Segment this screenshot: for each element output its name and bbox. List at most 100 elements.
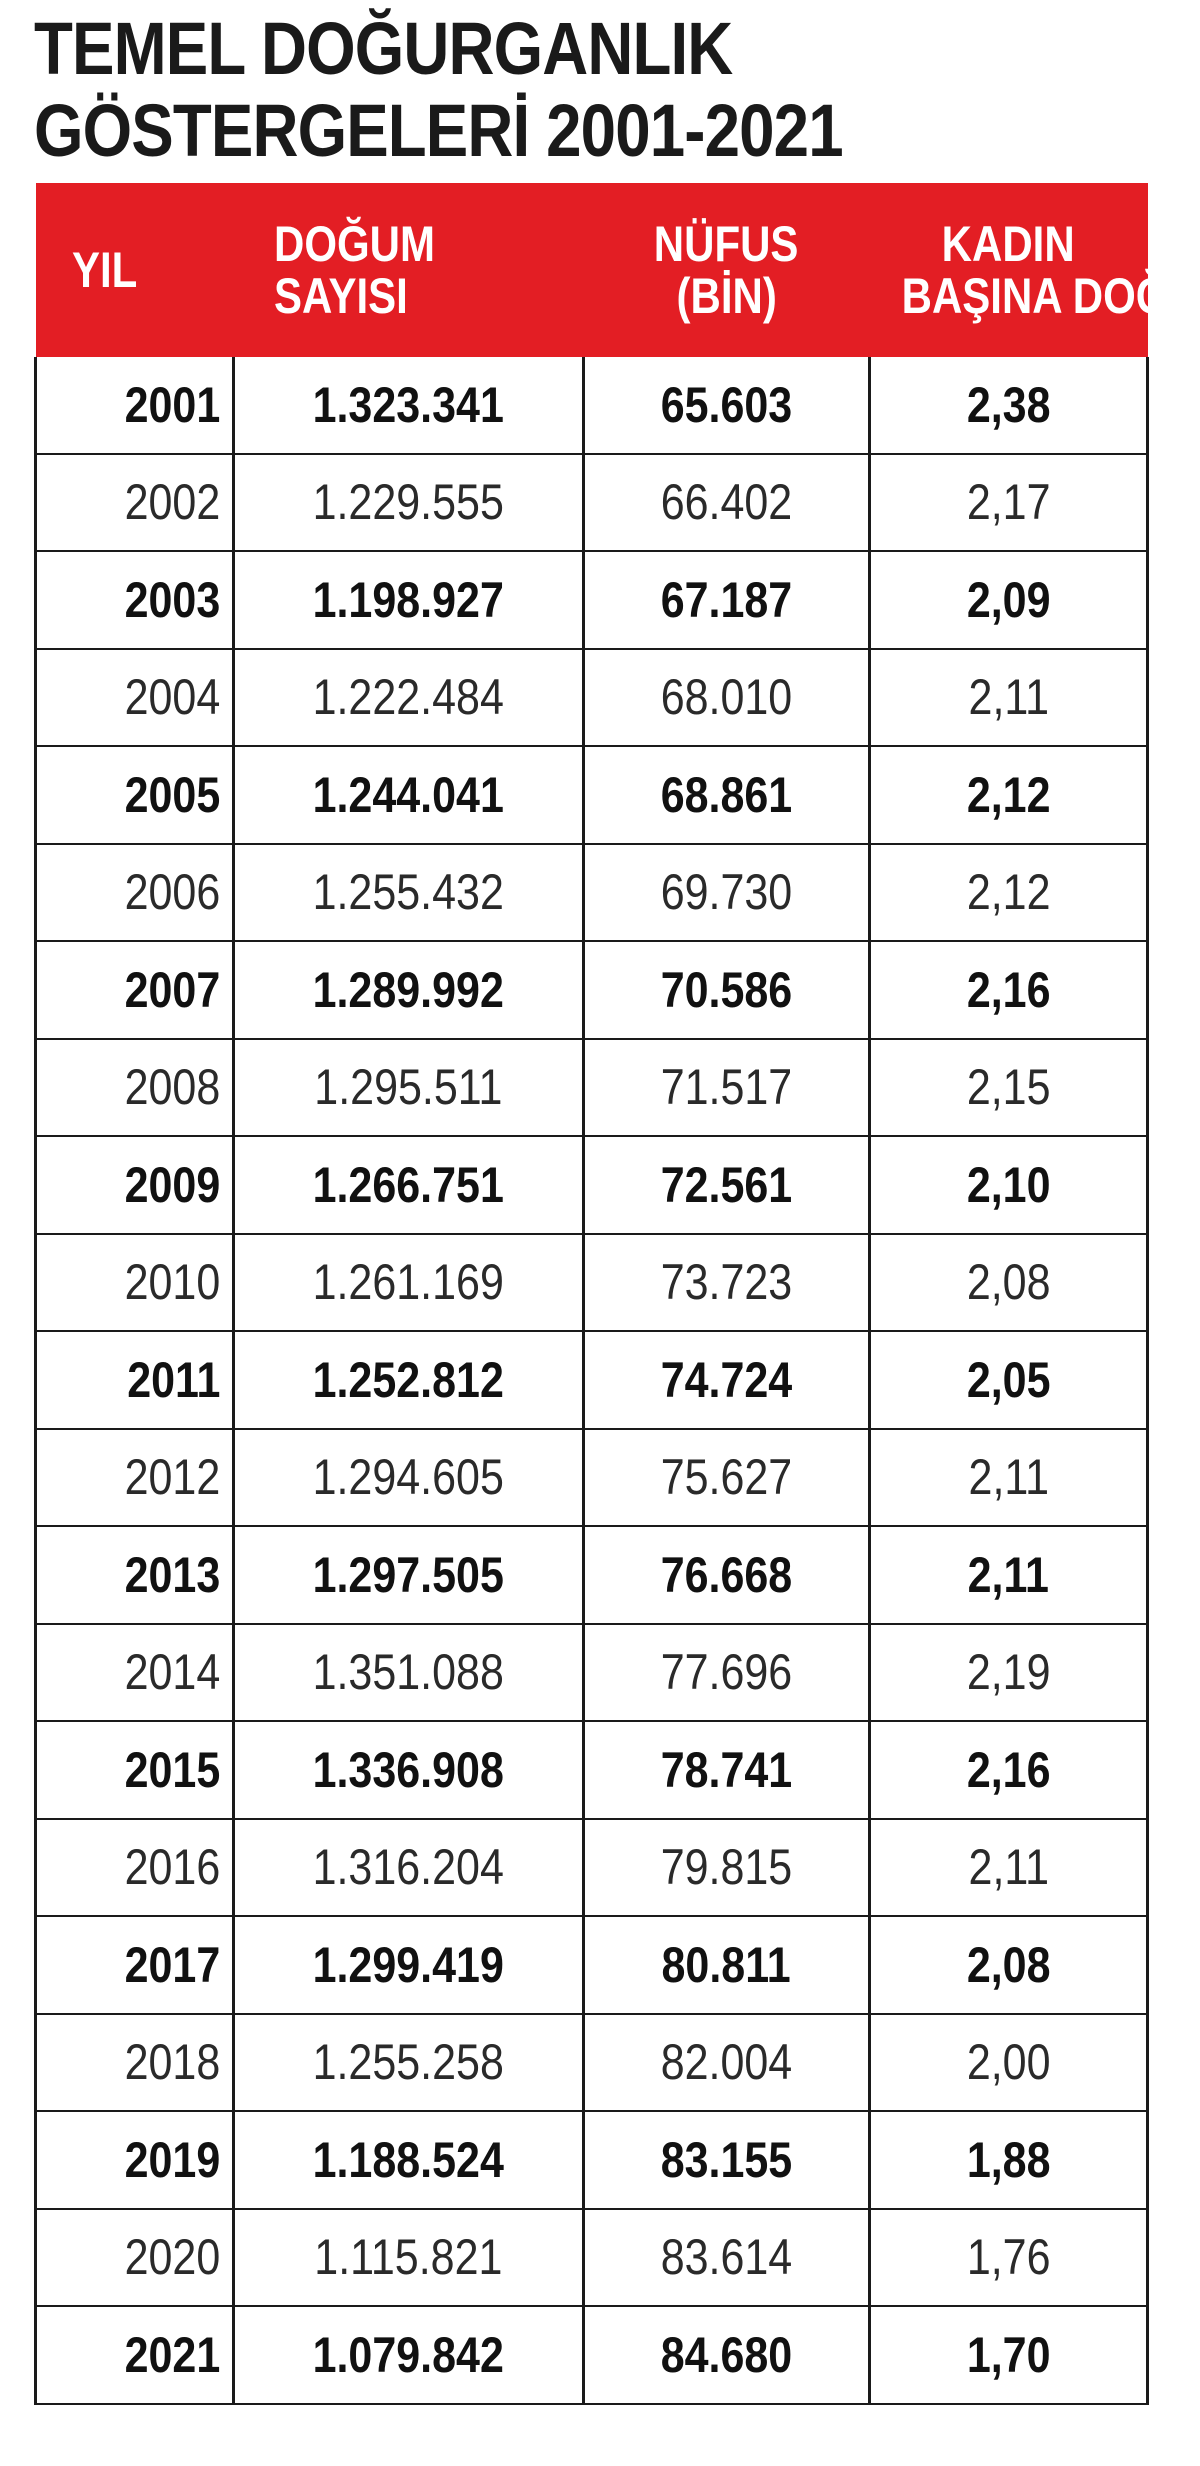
cell-year: 2001 xyxy=(34,357,235,455)
header-population-line1: NÜFUS xyxy=(654,216,799,272)
cell-population-value: 82.004 xyxy=(660,2034,793,2091)
cell-population: 82.004 xyxy=(583,2013,871,2112)
cell-year: 2010 xyxy=(34,1233,235,1332)
table-body: 2001 1.323.341 65.603 2,38 2002 1.229.555 66.4… xyxy=(34,357,1149,2405)
cell-year: 2011 xyxy=(34,1331,235,1430)
cell-tfr: 2,11 xyxy=(869,648,1149,747)
cell-tfr: 1,70 xyxy=(869,2306,1149,2405)
cell-population-value: 65.603 xyxy=(660,376,793,433)
title-line-2: GÖSTERGELERİ 2001-2021 xyxy=(34,89,844,172)
cell-population: 80.811 xyxy=(583,1916,871,2015)
cell-population-value: 72.561 xyxy=(660,1156,793,1213)
cell-births: 1.316.204 xyxy=(233,1818,585,1917)
cell-births: 1.295.511 xyxy=(233,1038,585,1137)
cell-tfr-value: 2,08 xyxy=(966,1254,1051,1311)
cell-tfr: 2,38 xyxy=(869,357,1149,455)
cell-tfr: 2,08 xyxy=(869,1916,1149,2015)
cell-year: 2009 xyxy=(34,1136,235,1235)
cell-tfr: 2,00 xyxy=(869,2013,1149,2112)
cell-year: 2014 xyxy=(34,1623,235,1722)
header-births-line2: SAYISI xyxy=(273,268,408,324)
cell-births: 1.222.484 xyxy=(233,648,585,747)
cell-year-value: 2020 xyxy=(124,2229,220,2286)
cell-population: 79.815 xyxy=(583,1818,871,1917)
cell-year-value: 2010 xyxy=(124,1254,220,1311)
table-row: 2014 1.351.088 77.696 2,19 xyxy=(34,1623,1149,1722)
page-title: TEMEL DOĞURGANLIK GÖSTERGELERİ 2001-2021 xyxy=(34,8,1174,172)
cell-tfr: 2,17 xyxy=(869,453,1149,552)
cell-tfr-value: 2,11 xyxy=(968,669,1049,726)
cell-population-value: 69.730 xyxy=(660,864,793,921)
table-row: 2019 1.188.524 83.155 1,88 xyxy=(34,2111,1149,2210)
cell-year: 2004 xyxy=(34,648,235,747)
cell-births: 1.244.041 xyxy=(233,746,585,845)
table-row: 2005 1.244.041 68.861 2,12 xyxy=(34,746,1149,845)
cell-year: 2007 xyxy=(34,941,235,1040)
cell-year-value: 2016 xyxy=(124,1839,220,1896)
cell-births: 1.351.088 xyxy=(233,1623,585,1722)
cell-births: 1.261.169 xyxy=(233,1233,585,1332)
cell-population: 74.724 xyxy=(583,1331,871,1430)
cell-year-value: 2006 xyxy=(124,864,220,921)
cell-year-value: 2008 xyxy=(124,1059,220,1116)
cell-births-value: 1.351.088 xyxy=(312,1644,505,1701)
cell-births-value: 1.295.511 xyxy=(314,1059,503,1116)
table-row: 2017 1.299.419 80.811 2,08 xyxy=(34,1916,1149,2015)
cell-tfr-value: 2,05 xyxy=(966,1351,1051,1408)
table-row: 2003 1.198.927 67.187 2,09 xyxy=(34,551,1149,650)
table-row: 2012 1.294.605 75.627 2,11 xyxy=(34,1428,1149,1527)
cell-year-value: 2021 xyxy=(124,2326,220,2383)
table-row: 2002 1.229.555 66.402 2,17 xyxy=(34,453,1149,552)
cell-year: 2019 xyxy=(34,2111,235,2210)
cell-year: 2015 xyxy=(34,1721,235,1820)
header-births: DOĞUM SAYISI xyxy=(233,183,584,357)
cell-population-value: 67.187 xyxy=(660,571,793,628)
cell-population-value: 70.586 xyxy=(660,961,793,1018)
cell-year-value: 2013 xyxy=(124,1546,220,1603)
cell-tfr: 2,12 xyxy=(869,746,1149,845)
cell-year: 2017 xyxy=(34,1916,235,2015)
cell-tfr: 2,09 xyxy=(869,551,1149,650)
cell-births-value: 1.266.751 xyxy=(312,1156,505,1213)
table-row: 2010 1.261.169 73.723 2,08 xyxy=(34,1233,1149,1332)
cell-tfr: 2,10 xyxy=(869,1136,1149,1235)
cell-tfr-value: 2,12 xyxy=(966,864,1051,921)
cell-year-value: 2014 xyxy=(124,1644,220,1701)
cell-year: 2021 xyxy=(34,2306,235,2405)
cell-tfr-value: 2,11 xyxy=(968,1449,1049,1506)
cell-population: 84.680 xyxy=(583,2306,871,2405)
header-year: YIL xyxy=(35,183,234,357)
cell-tfr: 1,88 xyxy=(869,2111,1149,2210)
cell-tfr-value: 2,10 xyxy=(966,1156,1051,1213)
cell-population: 83.614 xyxy=(583,2208,871,2307)
table-row: 2011 1.252.812 74.724 2,05 xyxy=(34,1331,1149,1430)
cell-year: 2020 xyxy=(34,2208,235,2307)
cell-population-value: 77.696 xyxy=(660,1644,793,1701)
cell-tfr-value: 2,11 xyxy=(968,1839,1049,1896)
cell-population-value: 74.724 xyxy=(660,1351,793,1408)
cell-population-value: 73.723 xyxy=(660,1254,793,1311)
cell-year: 2016 xyxy=(34,1818,235,1917)
cell-births: 1.297.505 xyxy=(233,1526,585,1625)
cell-year: 2003 xyxy=(34,551,235,650)
cell-tfr: 2,16 xyxy=(869,1721,1149,1820)
cell-tfr-value: 2,16 xyxy=(966,1741,1051,1798)
cell-population: 67.187 xyxy=(583,551,871,650)
cell-births-value: 1.294.605 xyxy=(312,1449,505,1506)
cell-tfr: 1,76 xyxy=(869,2208,1149,2307)
cell-tfr-value: 2,16 xyxy=(966,961,1051,1018)
cell-tfr-value: 2,17 xyxy=(966,474,1051,531)
cell-births-value: 1.255.432 xyxy=(312,864,505,921)
cell-births-value: 1.244.041 xyxy=(312,766,505,823)
cell-births-value: 1.316.204 xyxy=(312,1839,505,1896)
header-births-line1: DOĞUM xyxy=(273,216,435,272)
cell-tfr: 2,15 xyxy=(869,1038,1149,1137)
cell-tfr: 2,11 xyxy=(869,1428,1149,1527)
cell-population: 68.010 xyxy=(583,648,871,747)
cell-tfr-value: 1,76 xyxy=(966,2229,1051,2286)
cell-year-value: 2011 xyxy=(126,1351,220,1408)
cell-births-value: 1.255.258 xyxy=(312,2034,505,2091)
cell-births: 1.188.524 xyxy=(233,2111,585,2210)
cell-births: 1.323.341 xyxy=(233,357,585,455)
cell-births-value: 1.198.927 xyxy=(312,571,505,628)
